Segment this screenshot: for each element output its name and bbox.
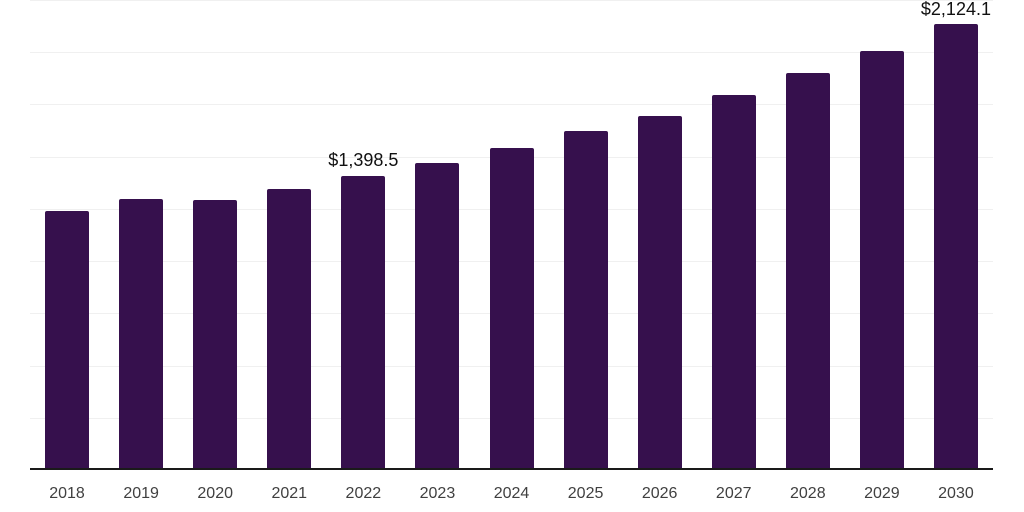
bar-2019 xyxy=(119,199,164,468)
x-tick-2029: 2029 xyxy=(864,485,900,502)
x-tick-2024: 2024 xyxy=(493,485,530,502)
bar-2030 xyxy=(933,24,978,468)
x-tick-2028: 2028 xyxy=(790,485,826,502)
bar-2021 xyxy=(267,188,312,468)
x-tick-2022: 2022 xyxy=(345,485,382,502)
bar-2026 xyxy=(637,115,682,468)
x-tick-2027: 2027 xyxy=(715,485,752,502)
bar-2028 xyxy=(785,73,830,468)
x-tick-2026: 2026 xyxy=(641,485,678,502)
bar-2018 xyxy=(45,211,90,468)
x-tick-2023: 2023 xyxy=(419,485,456,502)
bar-2027 xyxy=(711,94,756,468)
x-axis-labels: 2018 2019 2020 2021 2022 2023 2024 2025 2026 2027… xyxy=(0,484,1024,508)
gridline-2250 xyxy=(30,0,993,1)
x-tick-2019: 2019 xyxy=(123,485,159,502)
bar-2025 xyxy=(563,130,608,468)
x-tick-2025: 2025 xyxy=(567,485,604,502)
x-tick-2020: 2020 xyxy=(197,485,233,502)
bar-2024 xyxy=(489,147,534,468)
value-label-2022: $1,398.5 xyxy=(328,150,399,171)
gridline-1750 xyxy=(30,104,993,106)
x-tick-2018: 2018 xyxy=(49,485,85,502)
x-tick-2021: 2021 xyxy=(271,485,308,502)
bar-2022 xyxy=(341,175,386,468)
x-tick-2030: 2030 xyxy=(938,485,974,502)
value-label-2030: $2,124.1 xyxy=(920,0,991,19)
bar-2020 xyxy=(193,200,238,468)
plot-area: $1,398.5 $2,124.1 xyxy=(30,0,993,470)
bar-2023 xyxy=(415,163,460,468)
bar-2029 xyxy=(859,50,904,468)
gridline-2000 xyxy=(30,52,993,54)
